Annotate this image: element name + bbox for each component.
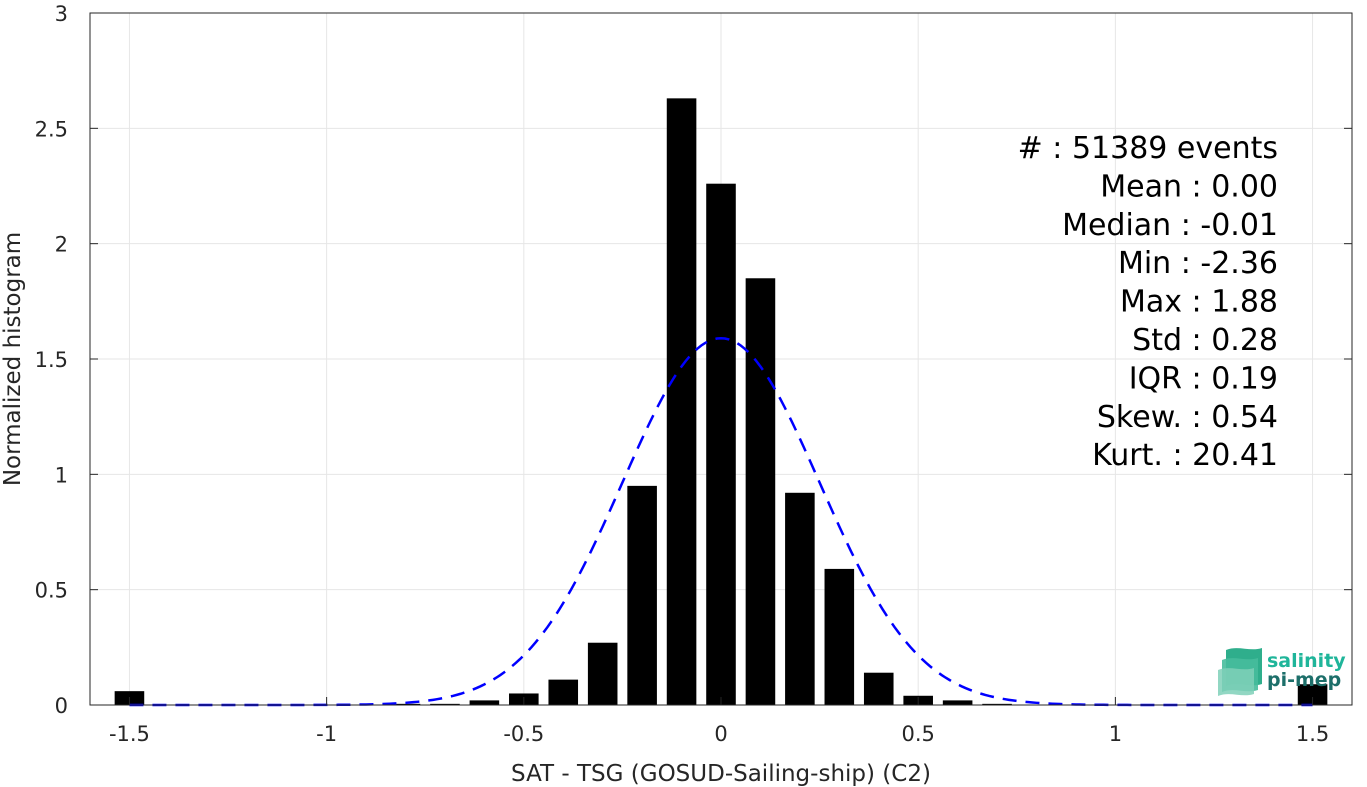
y-tick-label: 0.5: [35, 579, 68, 603]
x-tick-label: 1.5: [1296, 722, 1329, 746]
x-tick-label: 0.5: [901, 722, 934, 746]
x-tick-label: -0.5: [503, 722, 544, 746]
stat-line: Min : -2.36: [1118, 246, 1278, 281]
histogram-bar: [706, 183, 736, 705]
y-tick-label: 2: [55, 233, 68, 257]
histogram-bar: [785, 492, 815, 705]
logo-waves-icon: [1218, 648, 1262, 696]
stat-line: IQR : 0.19: [1129, 361, 1278, 396]
histogram-bar: [824, 568, 855, 705]
x-tick-label: 0: [714, 722, 727, 746]
y-tick-labels: 0 0.5 1 1.5 2 2.5 3: [35, 2, 68, 718]
histogram-bar: [982, 703, 1012, 705]
y-tick-label: 1.5: [35, 348, 68, 372]
stat-line: Max : 1.88: [1120, 285, 1278, 320]
histogram-bar: [942, 700, 973, 705]
y-axis-label: Normalized histogram: [0, 232, 26, 486]
histogram-bar: [430, 703, 460, 705]
logo-line2: pi-mep: [1267, 669, 1341, 691]
histogram-bar: [587, 642, 618, 705]
logo-line1: salinity: [1267, 650, 1346, 672]
y-tick-label: 1: [55, 463, 68, 487]
stat-line: # : 51389 events: [1018, 131, 1278, 166]
stat-line: Skew. : 0.54: [1097, 400, 1278, 435]
histogram-bar: [627, 485, 657, 705]
histogram-bars: [114, 98, 1328, 705]
x-axis-label: SAT - TSG (GOSUD-Sailing-ship) (C2): [511, 761, 931, 787]
y-tick-label: 0: [55, 694, 68, 718]
histogram-bar: [863, 672, 894, 705]
histogram-bar: [745, 278, 776, 705]
histogram-bar: [390, 703, 421, 705]
y-tick-label: 2.5: [35, 117, 68, 141]
x-tick-labels: -1.5 -1 -0.5 0 0.5 1 1.5: [109, 722, 1329, 746]
stat-line: Kurt. : 20.41: [1092, 438, 1278, 473]
axis-ticks: [90, 12, 1352, 706]
histogram-bar: [666, 98, 697, 705]
histogram-bar: [469, 700, 500, 705]
stat-line: Std : 0.28: [1132, 323, 1278, 358]
y-tick-label: 3: [55, 2, 68, 26]
stat-line: Median : -0.01: [1062, 208, 1278, 243]
x-tick-label: 1: [1109, 722, 1122, 746]
x-tick-label: -1: [316, 722, 337, 746]
stat-line: Mean : 0.00: [1100, 169, 1278, 204]
histogram-bar: [1297, 684, 1328, 705]
histogram-bar: [548, 679, 579, 705]
salinity-pi-mep-logo: salinity pi-mep: [1218, 648, 1346, 696]
x-tick-label: -1.5: [109, 722, 150, 746]
